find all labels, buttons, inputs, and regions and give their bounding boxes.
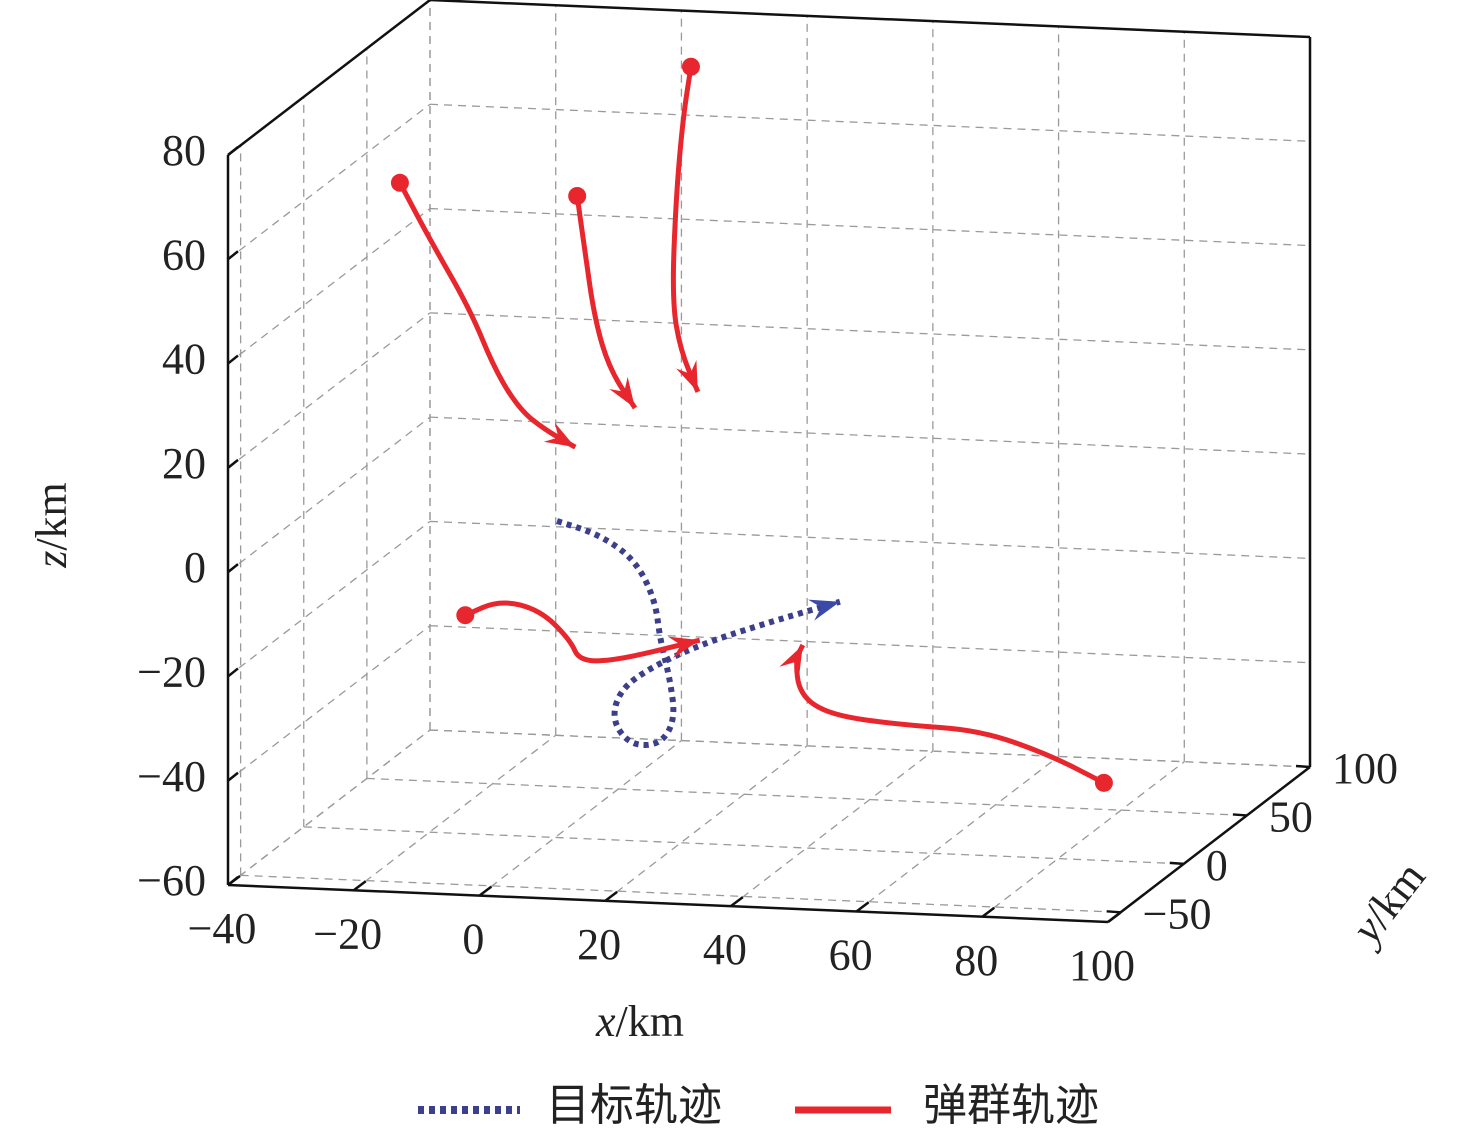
axis-edge xyxy=(227,0,431,156)
y-tick xyxy=(1232,813,1247,817)
arrowhead xyxy=(779,645,803,677)
grid-line xyxy=(227,416,431,573)
grid-line xyxy=(227,312,431,469)
grid-line xyxy=(429,103,1311,142)
arrowhead xyxy=(543,422,576,448)
x-tick xyxy=(855,901,870,913)
trajectory xyxy=(794,643,1106,786)
start-marker xyxy=(681,57,700,76)
grid-line xyxy=(227,729,431,886)
z-tick-label: 0 xyxy=(184,543,206,592)
start-marker xyxy=(390,173,409,192)
grid-line xyxy=(303,826,1184,865)
z-tick-label: 60 xyxy=(162,230,206,279)
trajectory xyxy=(556,518,841,749)
grid-line xyxy=(730,750,934,907)
x-tick-label: 20 xyxy=(577,920,621,969)
x-tick xyxy=(352,880,367,892)
arrowhead xyxy=(676,359,698,392)
x-tick xyxy=(981,906,996,918)
x-tick xyxy=(730,896,744,908)
grid-line xyxy=(429,625,1311,664)
x-tick-label: −40 xyxy=(188,904,257,953)
z-tick xyxy=(227,458,239,469)
y-tick-label: 50 xyxy=(1269,793,1313,842)
y-tick xyxy=(1295,764,1311,769)
z-tick-label: 20 xyxy=(162,439,206,488)
x-tick xyxy=(478,885,493,897)
arrowhead xyxy=(609,376,636,409)
z-tick xyxy=(227,354,239,365)
x-tick-label: 40 xyxy=(703,925,747,974)
legend-label: 弹群轨迹 xyxy=(923,1081,1099,1130)
z-tick-label: −60 xyxy=(137,856,206,905)
y-tick xyxy=(1169,861,1184,866)
grid-line xyxy=(429,520,1311,560)
grid-line xyxy=(429,312,1311,351)
grid-line xyxy=(227,625,431,782)
z-tick-label: 80 xyxy=(162,126,206,175)
y-tick-label: 0 xyxy=(1206,841,1228,890)
axis-edge xyxy=(227,883,1109,924)
z-tick-label: 40 xyxy=(162,335,206,384)
z-tick-label: −20 xyxy=(137,648,206,697)
grid-line xyxy=(227,103,431,260)
start-marker xyxy=(568,186,587,205)
z-tick xyxy=(227,563,239,574)
x-tick xyxy=(227,875,241,886)
z-tick xyxy=(227,771,239,782)
trajectory xyxy=(464,600,701,664)
y-tick-label: 100 xyxy=(1332,744,1398,793)
x-tick-label: 100 xyxy=(1069,941,1135,990)
x-tick-label: 80 xyxy=(954,936,998,985)
trajectory xyxy=(574,195,638,410)
grid-line xyxy=(981,761,1185,918)
legend: 目标轨迹 弹群轨迹 xyxy=(418,1081,1099,1130)
x-tick-label: −20 xyxy=(313,909,382,958)
x-axis-label: x/km xyxy=(595,997,684,1046)
grid-line xyxy=(227,520,431,677)
y-tick xyxy=(1106,910,1121,914)
x-tick xyxy=(604,890,618,902)
z-tick xyxy=(227,250,239,261)
grid-line xyxy=(429,207,1311,247)
grid-line xyxy=(604,745,808,902)
legend-label: 目标轨迹 xyxy=(546,1081,722,1130)
start-marker xyxy=(456,606,475,625)
y-axis-label: y/km xyxy=(1340,853,1435,956)
grid-line xyxy=(366,777,1247,817)
grid-line xyxy=(429,416,1311,455)
arrowhead xyxy=(808,599,840,621)
trajectory xyxy=(670,66,701,393)
axis-edge xyxy=(429,0,1311,39)
x-tick-label: 0 xyxy=(462,915,484,964)
grid-line xyxy=(479,740,682,897)
z-tick xyxy=(227,667,239,678)
grid-line xyxy=(353,734,557,891)
trajectory xyxy=(397,181,577,450)
y-tick-label: −50 xyxy=(1143,889,1212,938)
z-axis-label: z/km xyxy=(27,482,76,569)
grid-line xyxy=(240,874,1121,913)
z-tick-label: −40 xyxy=(137,752,206,801)
start-marker xyxy=(1094,773,1113,792)
grid-line xyxy=(856,755,1059,912)
x-tick-label: 60 xyxy=(829,931,873,980)
axis-edge xyxy=(1107,766,1311,923)
arrowhead xyxy=(667,636,700,658)
grid-line xyxy=(429,729,1311,768)
grid-line xyxy=(227,208,431,365)
marks-layer xyxy=(390,57,1113,792)
grid-layer xyxy=(227,0,1311,923)
